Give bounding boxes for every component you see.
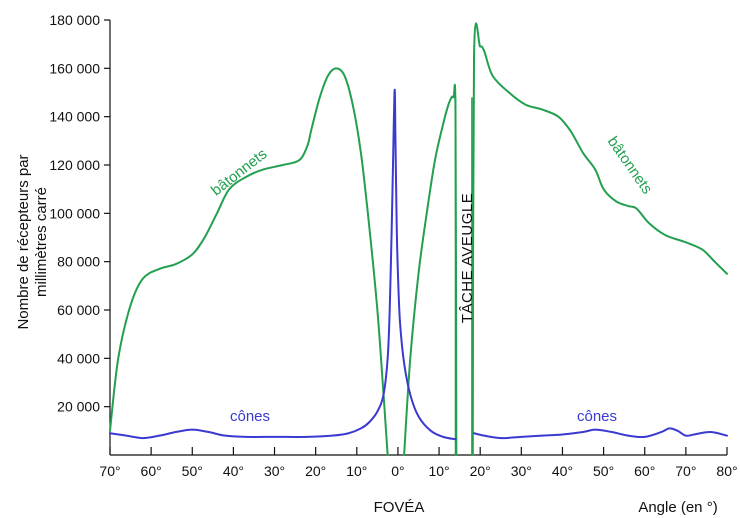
x-tick-label: 60° [634, 463, 655, 479]
axes-group: 20 000 40 000 60 000 80 000 100 000 120 000 14… [49, 12, 737, 479]
x-tick-label: 30° [511, 463, 532, 479]
x-tick-label: 40° [552, 463, 573, 479]
x-tick-label: 50° [182, 463, 203, 479]
series-line-rods-0 [109, 67, 389, 456]
y-tick-label: 160 000 [49, 60, 100, 76]
y-tick-label: 100 000 [49, 205, 100, 221]
x-tick-label: 20° [305, 463, 326, 479]
series-line-cones-1 [473, 427, 728, 440]
x-tick-label: 40° [223, 463, 244, 479]
x-tick-label: 80° [716, 463, 737, 479]
series-line-cones-0 [109, 89, 457, 441]
x-tick-label: 10° [428, 463, 449, 479]
x-tick-label: 10° [346, 463, 367, 479]
x-tick-label: 60° [141, 463, 162, 479]
y-tick-label: 60 000 [57, 302, 100, 318]
x-tick-label: 70° [675, 463, 696, 479]
series-label-cones-right: cônes [577, 408, 617, 425]
x-tick-label: 30° [264, 463, 285, 479]
x-tick-label: 0° [391, 463, 404, 479]
series-label-cones-left: cônes [230, 408, 270, 425]
blind-spot-label: TÂCHE AVEUGLE [459, 193, 476, 323]
x-tick-label: 50° [593, 463, 614, 479]
y-axis-title-line2: millimètres carré [33, 187, 50, 297]
y-tick-label: 20 000 [57, 399, 100, 415]
y-tick-label: 40 000 [57, 350, 100, 366]
series-label-rods-right: bâtonnets [604, 134, 656, 198]
y-tick-label: 80 000 [57, 254, 100, 270]
x-tick-label: 70° [99, 463, 120, 479]
x-axis-title: Angle (en °) [638, 499, 717, 516]
series-line-rods-1 [403, 83, 458, 456]
y-tick-label: 120 000 [49, 157, 100, 173]
y-tick-label: 180 000 [49, 12, 100, 28]
y-axis-title: Nombre de récepteurs parmillimètres carr… [15, 154, 50, 329]
series-line-rods-2 [471, 22, 728, 456]
y-axis-title-line1: Nombre de récepteurs par [15, 154, 32, 329]
series-label-rods-left: bâtonnets [208, 145, 270, 199]
fovea-label: FOVÉA [374, 499, 425, 516]
x-tick-label: 20° [470, 463, 491, 479]
series-group [109, 22, 728, 456]
y-tick-label: 140 000 [49, 109, 100, 125]
